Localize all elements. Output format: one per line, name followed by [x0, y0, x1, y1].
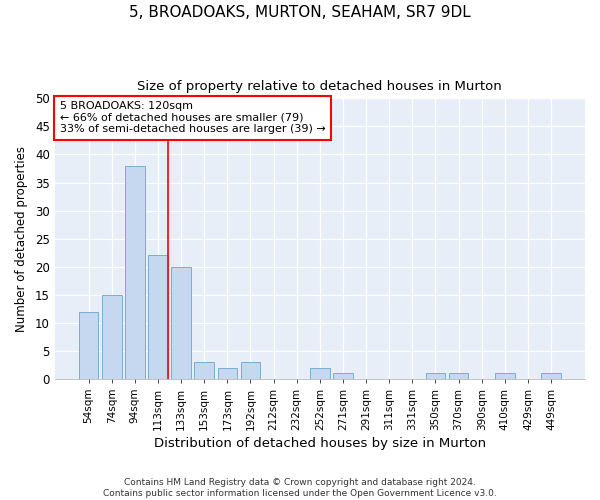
Bar: [218, 368, 237, 379]
Bar: [125, 166, 145, 379]
Bar: [241, 362, 260, 379]
Bar: [449, 374, 469, 379]
Bar: [79, 312, 98, 379]
Bar: [148, 256, 168, 379]
X-axis label: Distribution of detached houses by size in Murton: Distribution of detached houses by size …: [154, 437, 486, 450]
Y-axis label: Number of detached properties: Number of detached properties: [15, 146, 28, 332]
Bar: [171, 266, 191, 379]
Bar: [310, 368, 329, 379]
Bar: [425, 374, 445, 379]
Bar: [495, 374, 515, 379]
Bar: [102, 294, 122, 379]
Title: Size of property relative to detached houses in Murton: Size of property relative to detached ho…: [137, 80, 502, 93]
Text: 5 BROADOAKS: 120sqm
← 66% of detached houses are smaller (79)
33% of semi-detach: 5 BROADOAKS: 120sqm ← 66% of detached ho…: [60, 101, 326, 134]
Bar: [333, 374, 353, 379]
Text: Contains HM Land Registry data © Crown copyright and database right 2024.
Contai: Contains HM Land Registry data © Crown c…: [103, 478, 497, 498]
Bar: [541, 374, 561, 379]
Text: 5, BROADOAKS, MURTON, SEAHAM, SR7 9DL: 5, BROADOAKS, MURTON, SEAHAM, SR7 9DL: [129, 5, 471, 20]
Bar: [194, 362, 214, 379]
